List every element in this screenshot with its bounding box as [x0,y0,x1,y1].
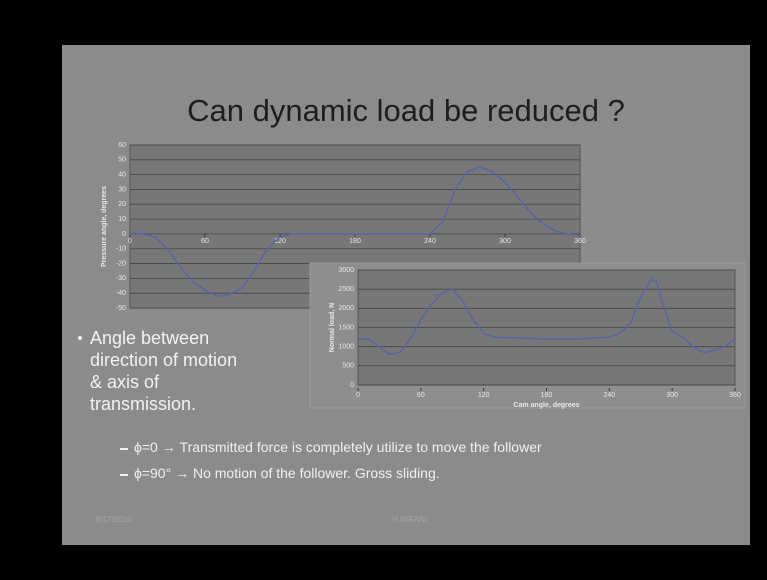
x-tick-label: 180 [349,238,361,245]
x-tick-label: 180 [541,392,553,399]
x-tick-label: 300 [666,392,678,399]
x-tick-label: 0 [128,238,132,245]
x-tick-label: 240 [603,392,615,399]
y-tick-label: 30 [118,186,126,193]
charts: -50-40-30-20-100102030405060060120180240… [0,0,767,580]
x-tick-label: 240 [424,238,436,245]
y-tick-label: -20 [116,260,126,267]
y-tick-label: 50 [118,157,126,164]
y-tick-label: 60 [118,142,126,149]
x-tick-label: 0 [356,392,360,399]
y-tick-label: 500 [342,363,354,370]
page: Can dynamic load be reduced ? Angle betw… [0,0,767,580]
x-tick-label: 120 [478,392,490,399]
y-tick-label: 2500 [338,286,354,293]
y-axis-label: Normal load, N [329,303,336,352]
y-tick-label: 3000 [338,267,354,274]
y-tick-label: 2000 [338,305,354,312]
y-tick-label: 1000 [338,344,354,351]
y-axis-label: Pressure angle, degrees [101,186,108,267]
y-tick-label: -40 [116,290,126,297]
y-tick-label: -10 [116,246,126,253]
x-tick-label: 60 [201,238,209,245]
y-tick-label: 40 [118,171,126,178]
y-tick-label: 0 [122,231,126,238]
y-tick-label: -30 [116,275,126,282]
x-tick-label: 300 [499,238,511,245]
y-tick-label: 10 [118,216,126,223]
x-axis-label: Cam angle, degrees [513,402,579,409]
x-tick-label: 360 [729,392,741,399]
y-tick-label: 1500 [338,324,354,331]
y-tick-label: -50 [116,305,126,312]
x-tick-label: 60 [417,392,425,399]
y-tick-label: 20 [118,201,126,208]
y-tick-label: 0 [350,382,354,389]
x-tick-label: 360 [574,238,586,245]
